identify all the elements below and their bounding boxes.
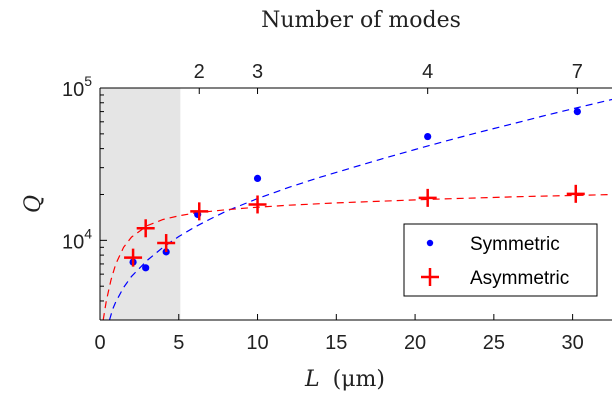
data-point-symmetric	[142, 264, 150, 272]
x-tick-label: 20	[404, 332, 426, 354]
data-point-asymmetric	[418, 188, 437, 207]
y-tick-label: 104	[62, 225, 92, 253]
data-point-asymmetric	[136, 219, 155, 238]
top-axis-title: Number of modes	[261, 8, 461, 33]
x-tick-label: 5	[173, 332, 184, 354]
data-point-asymmetric	[124, 248, 143, 267]
x-tick-label: 15	[325, 332, 347, 354]
x-tick-label: 0	[94, 332, 105, 354]
data-point-symmetric	[573, 107, 581, 116]
shaded-region	[100, 88, 181, 320]
legend-box	[403, 223, 598, 297]
y-axis-title: Q	[21, 195, 46, 213]
x-axis-variable: L	[304, 367, 320, 392]
legend: Symmetric Asymmetric	[403, 223, 598, 297]
x-axis-unit: (μm)	[333, 367, 385, 392]
top-tick-label: 4	[422, 61, 433, 83]
x-tick-label: 10	[246, 332, 268, 354]
data-point-asymmetric	[157, 234, 176, 253]
x-tick-label: 30	[561, 332, 583, 354]
data-point-symmetric	[253, 174, 262, 183]
data-point-asymmetric	[190, 202, 209, 221]
legend-asymmetric-label: Asymmetric	[470, 268, 569, 289]
top-tick-label: 7	[572, 61, 583, 83]
legend-symmetric-marker	[426, 239, 434, 247]
data-point-symmetric	[424, 132, 432, 141]
legend-symmetric-label: Symmetric	[470, 234, 560, 255]
x-axis-title: L (μm)	[304, 367, 385, 392]
fit-curve-asymmetric	[102, 193, 612, 320]
axes-box	[99, 87, 612, 321]
x-tick-label: 25	[483, 332, 505, 354]
legend-asymmetric-marker	[421, 268, 439, 286]
top-tick-label: 2	[194, 61, 205, 83]
data-point-asymmetric	[248, 195, 267, 214]
y-tick-label: 105	[62, 73, 92, 101]
top-tick-label: 3	[252, 61, 263, 83]
data-point-asymmetric	[566, 184, 585, 203]
